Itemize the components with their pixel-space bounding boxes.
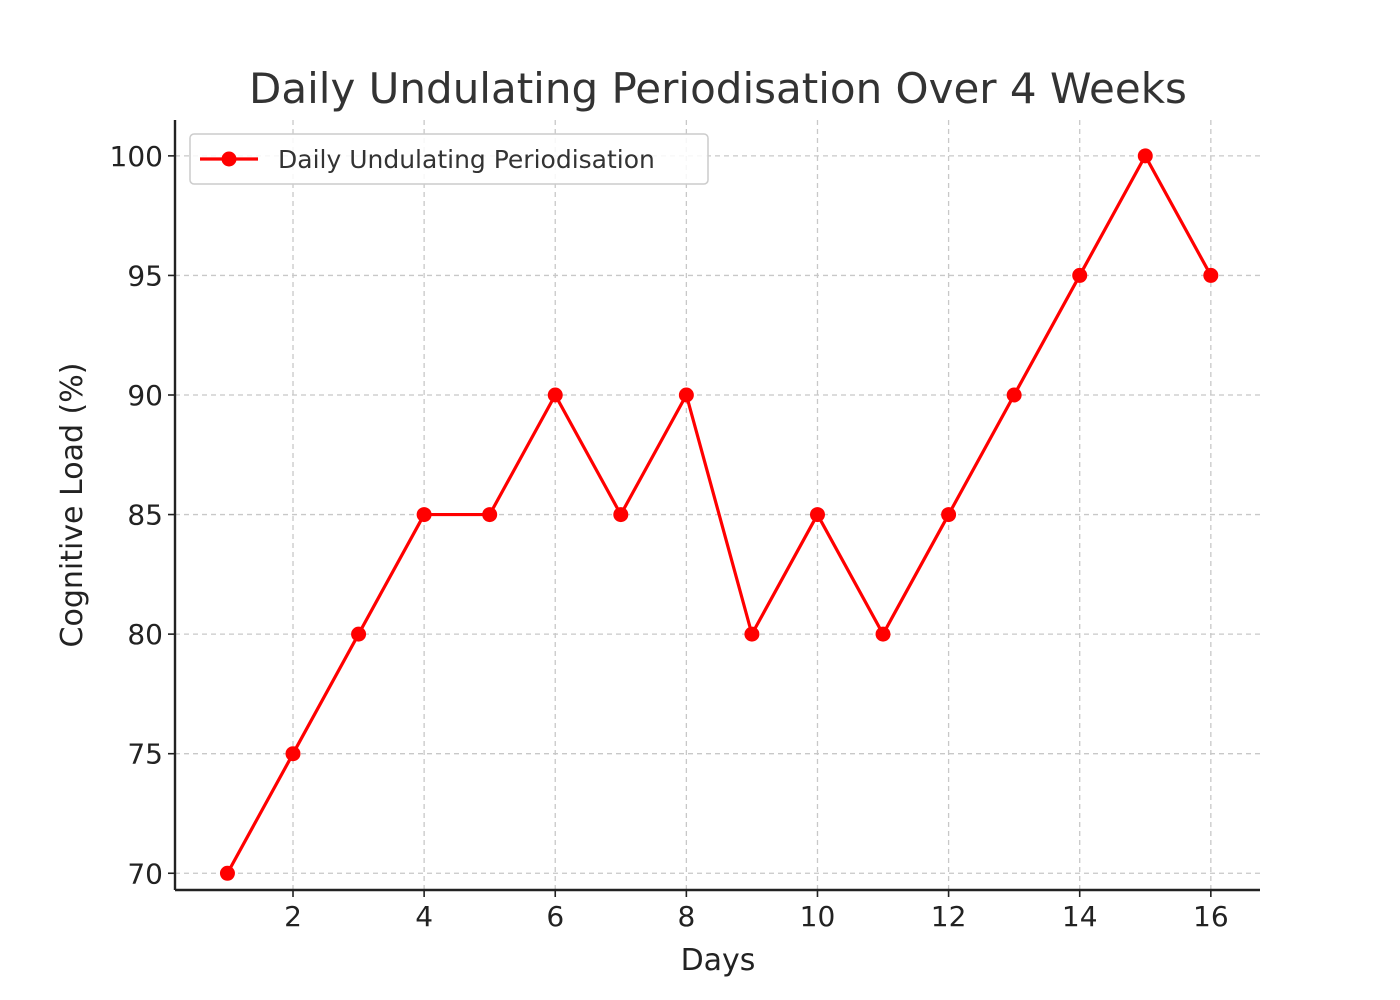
data-point xyxy=(875,626,891,642)
y-tick-label: 90 xyxy=(127,379,163,412)
y-tick-label: 100 xyxy=(110,140,163,173)
ticks: 2 4 6 8 10 12 14 16 70 75 80 85 90 95 100 xyxy=(110,140,1229,933)
data-point xyxy=(1006,387,1022,403)
data-point xyxy=(744,626,760,642)
y-tick-label: 70 xyxy=(127,857,163,890)
x-axis-label: Days xyxy=(681,943,756,978)
series-line xyxy=(226,154,1213,875)
x-tick-label: 8 xyxy=(677,900,695,933)
data-point xyxy=(1137,148,1153,164)
y-tick-label: 95 xyxy=(127,259,163,292)
legend-label: Daily Undulating Periodisation xyxy=(278,145,655,174)
data-point xyxy=(219,865,235,881)
data-point xyxy=(1072,267,1088,283)
data-point xyxy=(1203,267,1219,283)
x-tick-label: 12 xyxy=(931,900,967,933)
x-tick-label: 16 xyxy=(1193,900,1229,933)
data-point xyxy=(351,626,367,642)
y-tick-label: 75 xyxy=(127,738,163,771)
series-layer xyxy=(219,148,1219,881)
legend-box xyxy=(189,133,709,185)
y-tick-label: 80 xyxy=(127,618,163,651)
data-point xyxy=(678,387,694,403)
data-point xyxy=(547,387,563,403)
chart-title: Daily Undulating Periodisation Over 4 We… xyxy=(249,64,1187,113)
data-point xyxy=(809,507,825,523)
y-axis-label: Cognitive Load (%) xyxy=(55,363,90,648)
data-point xyxy=(416,507,432,523)
x-tick-label: 4 xyxy=(415,900,433,933)
legend-marker-swatch xyxy=(221,151,237,167)
x-tick-label: 2 xyxy=(284,900,302,933)
x-tick-label: 6 xyxy=(546,900,564,933)
legend: Daily Undulating Periodisation xyxy=(189,133,709,185)
x-tick-label: 10 xyxy=(800,900,836,933)
data-point xyxy=(613,507,629,523)
data-point xyxy=(941,507,957,523)
y-tick-label: 85 xyxy=(127,499,163,532)
data-point xyxy=(482,507,498,523)
x-tick-label: 14 xyxy=(1062,900,1098,933)
data-point xyxy=(285,746,301,762)
